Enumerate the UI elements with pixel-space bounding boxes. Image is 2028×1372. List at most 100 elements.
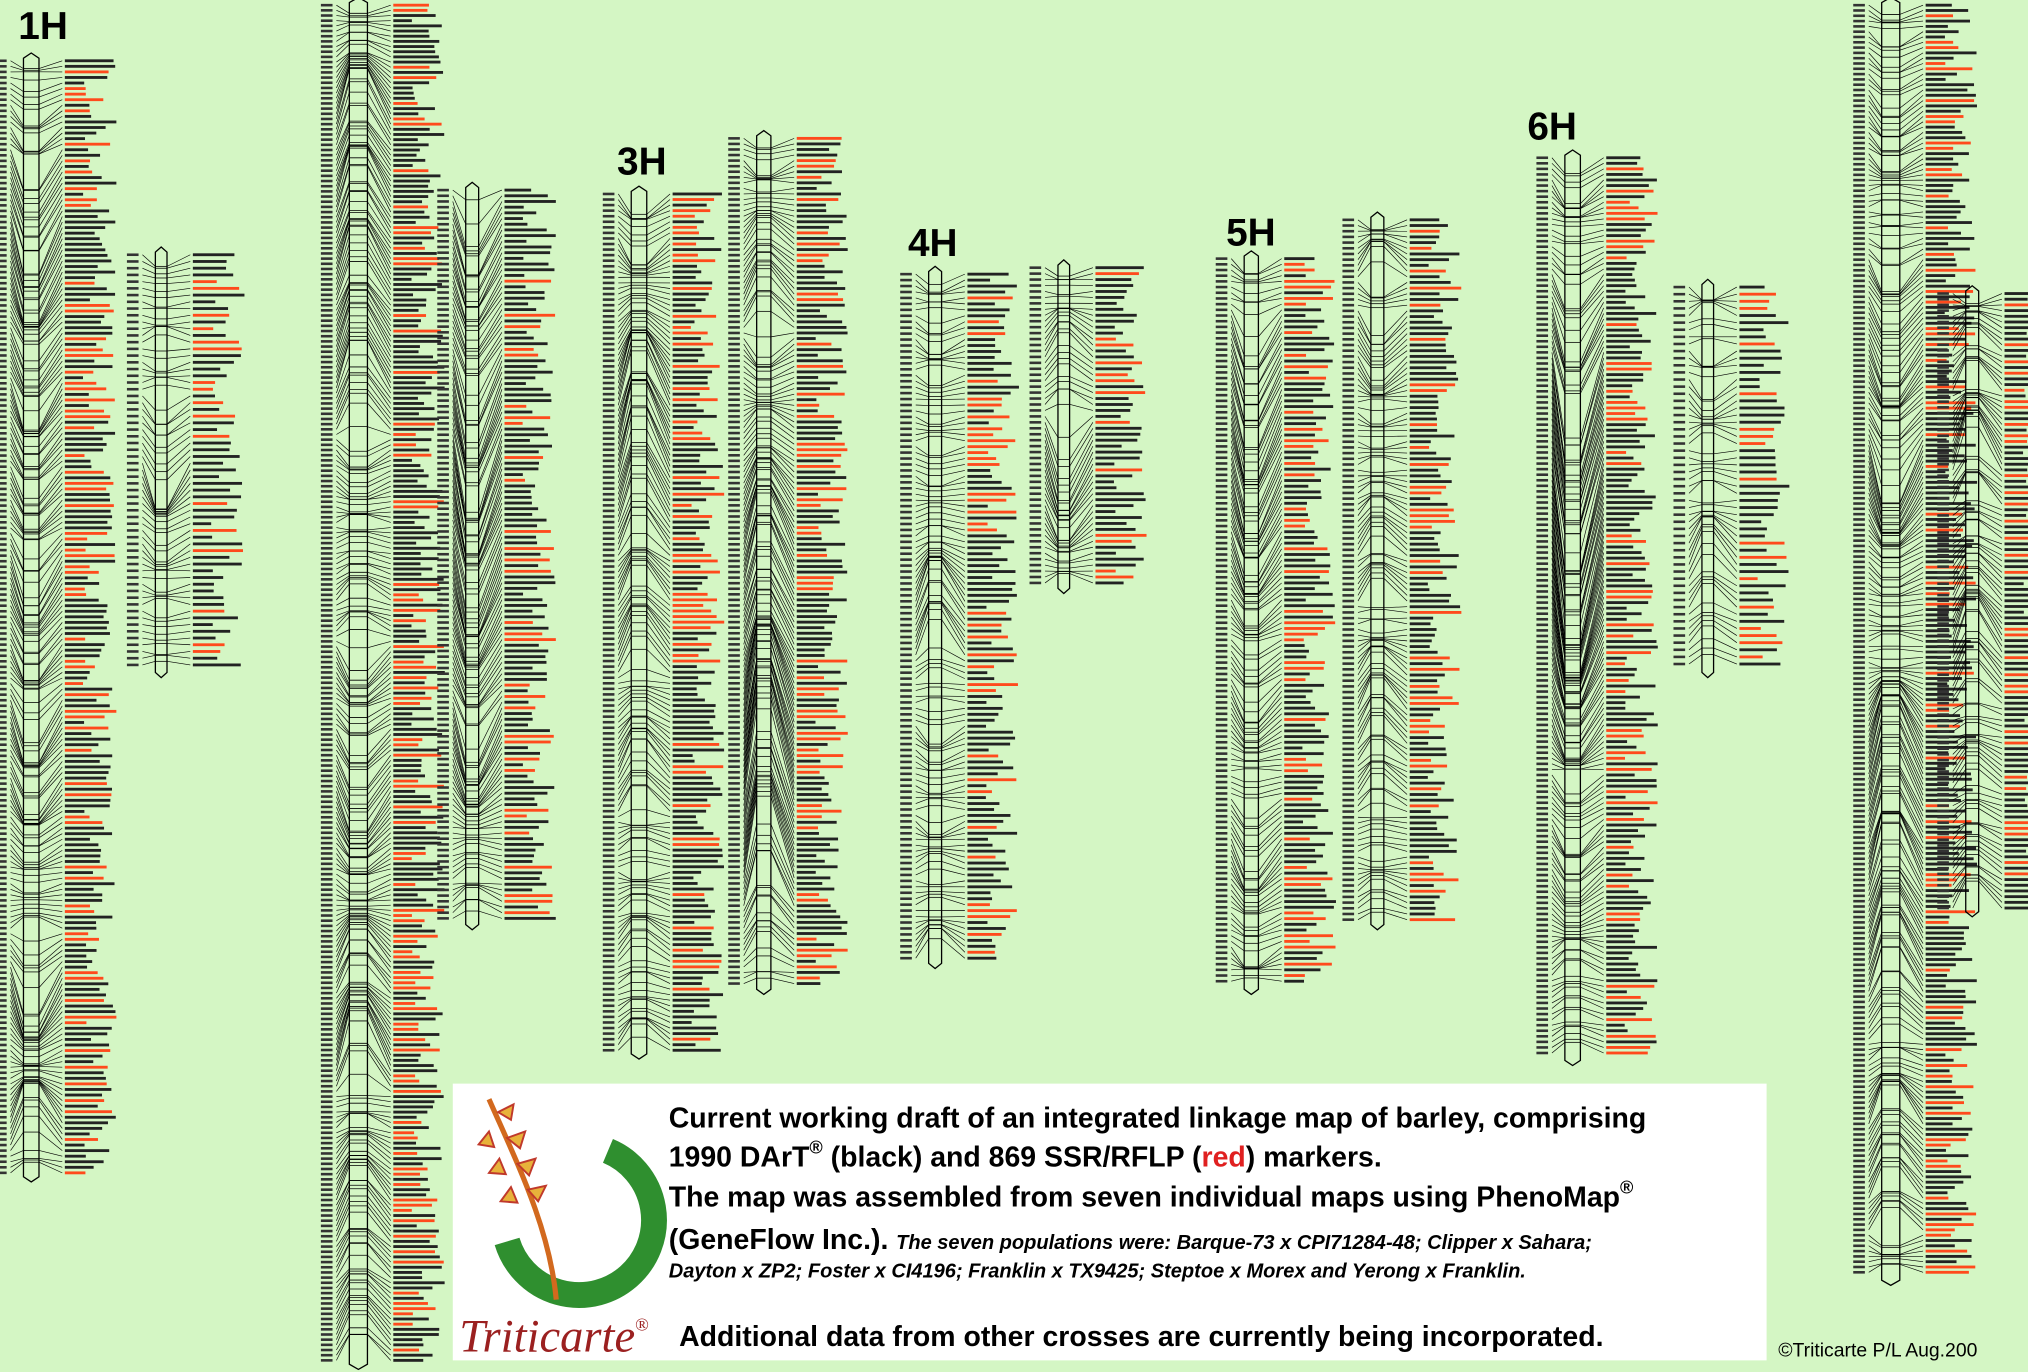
marker-link <box>367 651 391 681</box>
marker-link <box>478 809 503 822</box>
position-link <box>336 827 350 849</box>
position-glyph <box>900 433 912 437</box>
position-link <box>336 58 350 83</box>
position-glyph <box>728 398 740 401</box>
position-link <box>142 429 156 448</box>
marker-link <box>166 476 191 512</box>
position-link <box>336 991 350 1025</box>
position-link <box>336 225 350 270</box>
marker-link <box>478 258 503 307</box>
marker-glyph <box>796 431 843 435</box>
position-link <box>336 1228 350 1247</box>
position-link <box>336 506 350 513</box>
position-link <box>743 338 757 358</box>
position-link <box>10 110 24 128</box>
marker-glyph <box>796 631 833 635</box>
marker-link <box>367 68 392 114</box>
position-glyph <box>320 857 333 860</box>
position-glyph <box>0 965 7 969</box>
marker-link <box>478 867 503 879</box>
position-glyph <box>0 871 7 874</box>
position-link <box>915 301 929 305</box>
position-link <box>336 234 350 280</box>
position-glyph <box>0 365 7 368</box>
marker-link <box>38 221 63 276</box>
position-link <box>336 62 350 94</box>
marker-glyph <box>504 410 533 414</box>
marker-link <box>38 188 63 228</box>
position-glyph <box>320 878 333 881</box>
position-glyph <box>0 1004 7 1008</box>
marker-link <box>478 542 503 608</box>
marker-link <box>38 460 63 480</box>
marker-link <box>166 267 191 275</box>
position-glyph <box>126 260 139 263</box>
marker-glyph <box>393 722 412 726</box>
position-glyph <box>126 367 139 371</box>
position-glyph <box>0 615 7 619</box>
marker-link <box>367 460 391 471</box>
marker-link <box>646 379 671 428</box>
position-glyph <box>728 376 740 379</box>
position-glyph <box>602 626 615 629</box>
marker-glyph <box>796 220 843 224</box>
marker-glyph <box>796 225 829 229</box>
position-glyph <box>602 720 615 724</box>
marker-glyph <box>796 526 819 530</box>
marker-link <box>38 110 63 128</box>
position-glyph <box>437 200 449 203</box>
position-glyph <box>728 815 740 819</box>
marker-glyph <box>393 200 423 204</box>
position-glyph <box>0 304 7 307</box>
marker-link <box>367 402 391 430</box>
position-link <box>915 386 929 393</box>
position-link <box>142 637 156 641</box>
position-glyph <box>320 1333 333 1336</box>
marker-link <box>941 428 965 431</box>
marker-link <box>770 912 795 934</box>
marker-link <box>38 510 63 533</box>
marker-link <box>478 576 503 636</box>
position-link <box>336 1243 350 1273</box>
position-glyph <box>320 1007 333 1010</box>
marker-link <box>367 289 391 327</box>
marker-link <box>367 485 391 498</box>
marker-glyph <box>796 826 819 830</box>
position-glyph <box>602 998 615 1002</box>
position-glyph <box>602 492 615 496</box>
position-link <box>452 559 467 624</box>
position-link <box>452 491 467 556</box>
marker-link <box>367 145 391 187</box>
marker-glyph <box>796 870 816 874</box>
marker-link <box>941 327 965 336</box>
position-glyph <box>320 215 333 219</box>
position-glyph <box>320 396 333 400</box>
marker-glyph <box>64 64 116 68</box>
marker-link <box>646 295 671 306</box>
marker-glyph <box>504 854 535 858</box>
position-link <box>618 550 632 573</box>
marker-glyph <box>393 846 426 850</box>
position-link <box>743 661 757 745</box>
position-glyph <box>437 661 449 664</box>
position-link <box>336 1097 350 1103</box>
position-glyph <box>0 837 7 841</box>
position-glyph <box>320 578 333 581</box>
marker-link <box>367 1205 391 1237</box>
marker-link <box>646 533 671 556</box>
marker-glyph <box>393 872 434 876</box>
marker-glyph <box>672 882 698 885</box>
marker-glyph <box>393 350 419 354</box>
position-link <box>618 293 632 300</box>
marker-glyph <box>64 715 105 719</box>
marker-link <box>367 56 391 78</box>
position-glyph <box>320 252 333 255</box>
position-link <box>618 716 632 734</box>
position-link <box>336 491 350 500</box>
marker-glyph <box>393 453 432 457</box>
position-glyph <box>0 198 7 202</box>
position-link <box>10 177 24 218</box>
marker-glyph <box>796 859 825 863</box>
position-glyph <box>602 459 615 463</box>
marker-link <box>38 744 63 769</box>
